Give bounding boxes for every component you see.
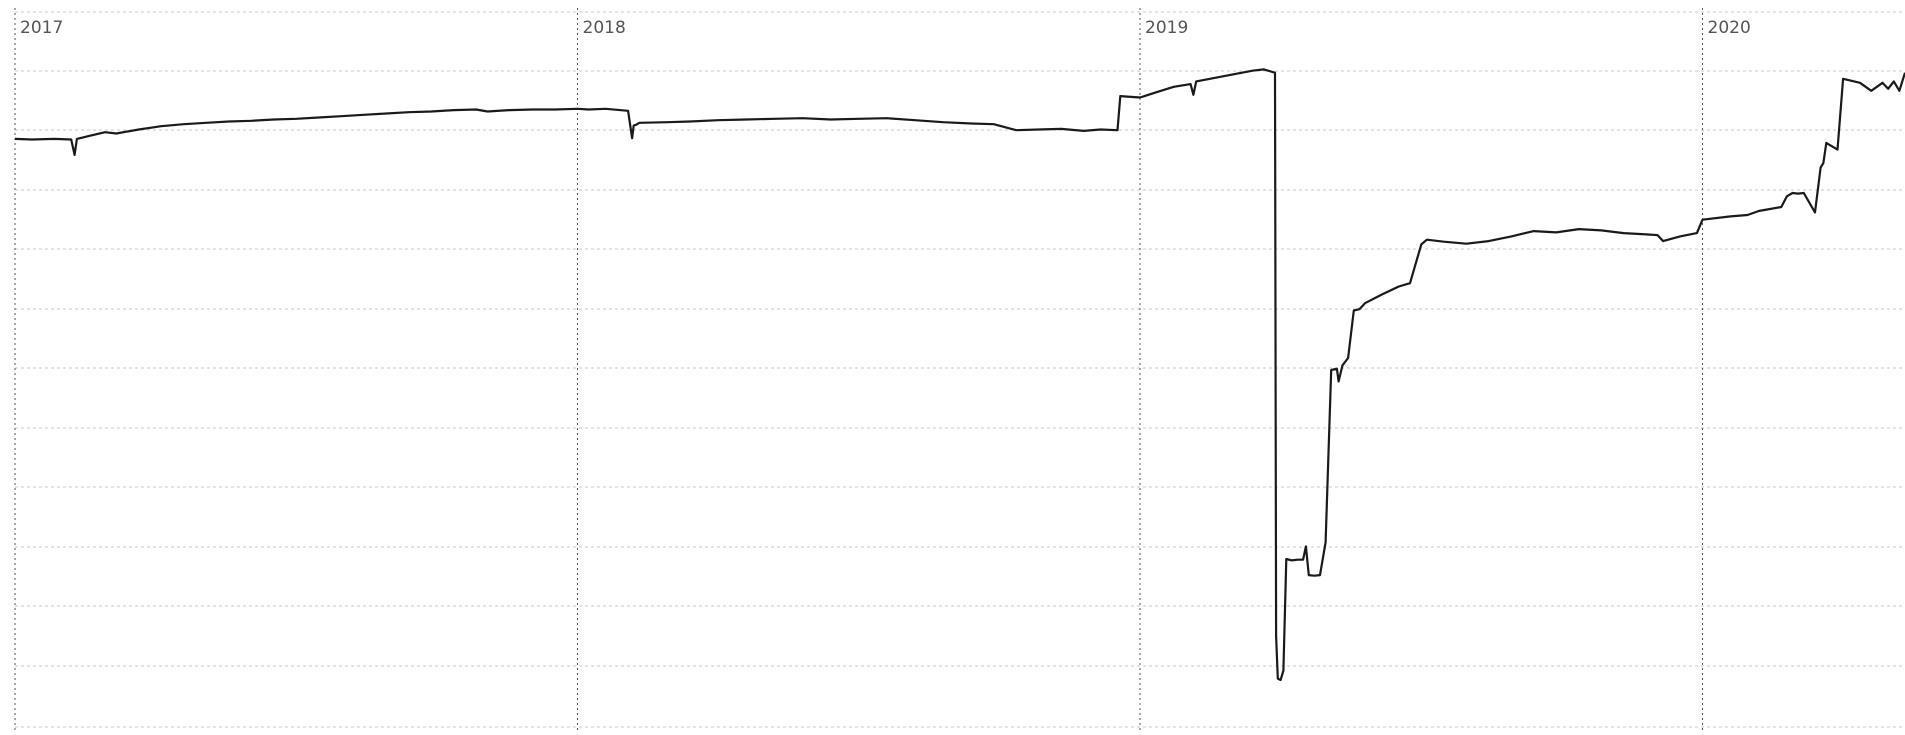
- x-tick-labels: 2017 2018 2019 2020: [20, 18, 1751, 38]
- series-line-0: [14, 68, 1905, 682]
- x-tick-label-2017: 2017: [20, 18, 63, 38]
- horizontal-gridlines: [15, 11, 1905, 728]
- x-tick-label-2019: 2019: [1145, 18, 1188, 38]
- series-group: [14, 68, 1905, 682]
- year-gridlines: [14, 8, 1703, 731]
- x-tick-label-2020: 2020: [1708, 18, 1751, 38]
- x-tick-label-2018: 2018: [583, 18, 626, 38]
